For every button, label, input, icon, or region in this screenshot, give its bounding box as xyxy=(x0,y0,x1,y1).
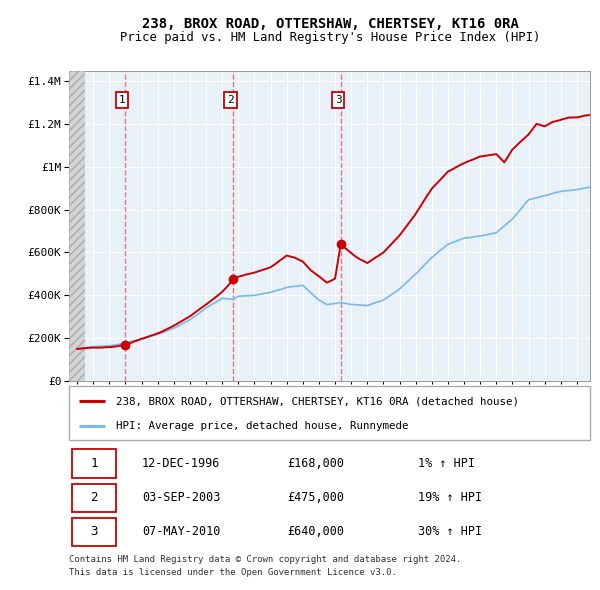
Text: HPI: Average price, detached house, Runnymede: HPI: Average price, detached house, Runn… xyxy=(116,421,409,431)
FancyBboxPatch shape xyxy=(69,386,590,440)
Text: 30% ↑ HPI: 30% ↑ HPI xyxy=(418,525,482,538)
Text: Price paid vs. HM Land Registry's House Price Index (HPI): Price paid vs. HM Land Registry's House … xyxy=(120,31,540,44)
Text: 1: 1 xyxy=(119,95,125,105)
Text: 2: 2 xyxy=(90,491,98,504)
Text: 19% ↑ HPI: 19% ↑ HPI xyxy=(418,491,482,504)
Text: £475,000: £475,000 xyxy=(288,491,345,504)
Text: 238, BROX ROAD, OTTERSHAW, CHERTSEY, KT16 0RA: 238, BROX ROAD, OTTERSHAW, CHERTSEY, KT1… xyxy=(142,17,518,31)
Text: 2: 2 xyxy=(227,95,234,105)
Text: 3: 3 xyxy=(335,95,341,105)
Bar xyxy=(69,71,85,381)
Text: 238, BROX ROAD, OTTERSHAW, CHERTSEY, KT16 0RA (detached house): 238, BROX ROAD, OTTERSHAW, CHERTSEY, KT1… xyxy=(116,396,519,407)
Text: 07-MAY-2010: 07-MAY-2010 xyxy=(142,525,220,538)
FancyBboxPatch shape xyxy=(71,484,116,512)
Text: Contains HM Land Registry data © Crown copyright and database right 2024.: Contains HM Land Registry data © Crown c… xyxy=(69,555,461,563)
Text: £168,000: £168,000 xyxy=(288,457,345,470)
FancyBboxPatch shape xyxy=(71,517,116,546)
Text: 03-SEP-2003: 03-SEP-2003 xyxy=(142,491,220,504)
Text: 1% ↑ HPI: 1% ↑ HPI xyxy=(418,457,475,470)
Text: 1: 1 xyxy=(90,457,98,470)
Text: £640,000: £640,000 xyxy=(288,525,345,538)
Text: 12-DEC-1996: 12-DEC-1996 xyxy=(142,457,220,470)
Text: This data is licensed under the Open Government Licence v3.0.: This data is licensed under the Open Gov… xyxy=(69,568,397,577)
FancyBboxPatch shape xyxy=(71,450,116,477)
Text: 3: 3 xyxy=(90,525,98,538)
